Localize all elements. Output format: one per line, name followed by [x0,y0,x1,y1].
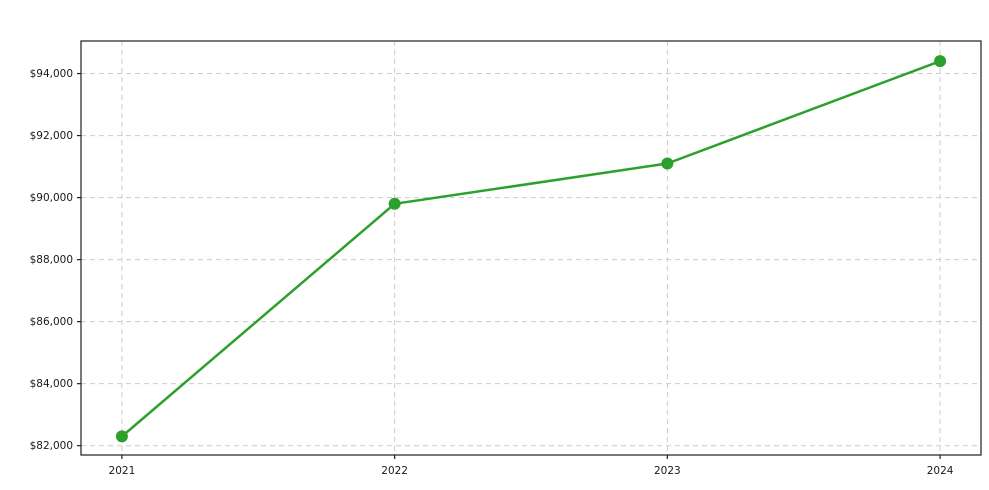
y-tick-label: $86,000 [30,316,73,328]
x-tick-label: 2023 [654,465,681,477]
plot-frame [80,40,982,456]
x-tick-label: 2022 [381,465,408,477]
y-tick-label: $88,000 [30,254,73,266]
y-tick-label: $90,000 [30,192,73,204]
income-trend-line [120,59,942,438]
x-tick-label: 2021 [109,465,136,477]
x-tick-label: 2024 [927,465,954,477]
data-point-marker [115,430,128,443]
data-point-marker [934,55,947,68]
y-tick-label: $82,000 [30,440,73,452]
data-point-marker [661,157,674,170]
y-tick-label: $94,000 [30,68,73,80]
plot-background [81,41,981,455]
y-tick-label: $92,000 [30,130,73,142]
data-point-marker [388,197,401,210]
y-tick-label: $84,000 [30,378,73,390]
